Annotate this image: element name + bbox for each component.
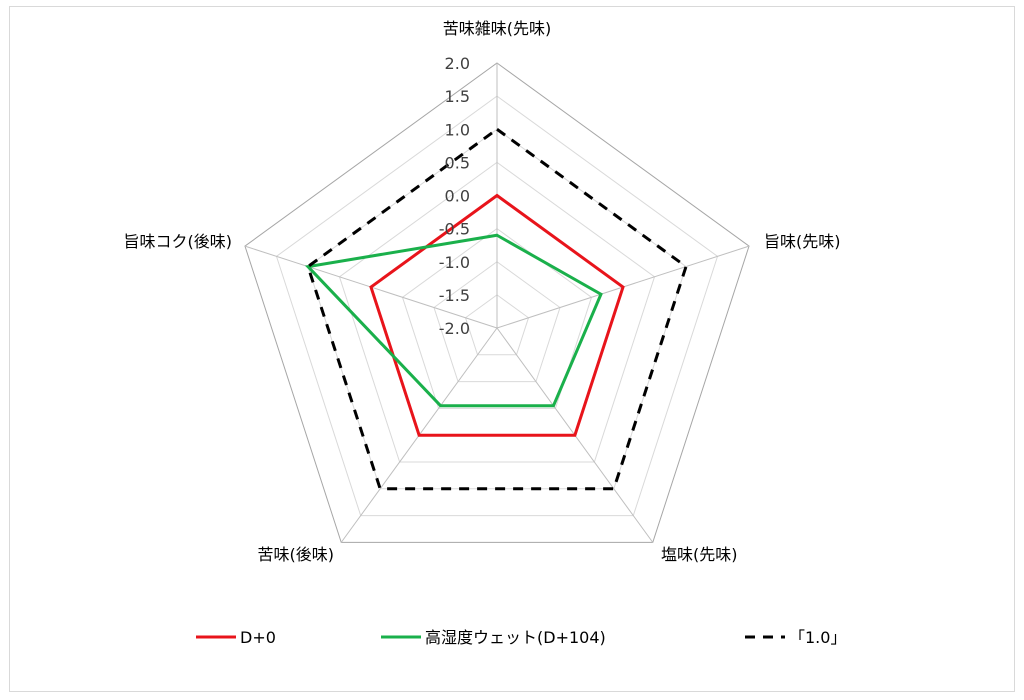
tick-labels: 2.0 1.5 1.0 0.5 0.0 -0.5 -1.0 -1.5 -2.0 [439,54,470,338]
grid-ring [464,294,530,356]
category-label: 苦味雑味(先味) [443,19,552,38]
legend-label: D+0 [240,628,276,647]
category-labels: 苦味雑味(先味) 旨味(先味) 塩味(先味) 苦味(後味) 旨味コク(後味) [124,19,841,564]
legend-label: 高湿度ウェット(D+104) [425,628,606,647]
legend-label: 「1.0」 [789,628,846,647]
series-line-0 [369,193,625,437]
r-tick-label: 1.5 [445,87,470,106]
category-label: 旨味(先味) [764,232,841,251]
r-tick-label: 0.0 [445,187,470,206]
series-line-2 [306,127,688,491]
r-tick-label: -1.0 [439,253,470,272]
series-line-1 [304,233,603,408]
category-label: 旨味コク(後味) [124,232,233,251]
grid-ring [433,261,561,383]
r-tick-label: -2.0 [439,319,470,338]
r-tick-label: 1.0 [445,120,470,139]
grid-ring [401,228,593,409]
r-tick-label: 2.0 [445,54,470,73]
series-layer [304,127,688,491]
category-label: 塩味(先味) [661,545,738,564]
r-tick-label: -0.5 [439,220,470,239]
r-tick-label: -1.5 [439,286,470,305]
grid-ring [244,62,750,543]
r-tick-label: 0.5 [445,153,470,172]
legend: D+0 高湿度ウェット(D+104) 「1.0」 [196,628,846,647]
category-label: 苦味(後味) [258,545,335,564]
grid-ring [275,95,719,517]
